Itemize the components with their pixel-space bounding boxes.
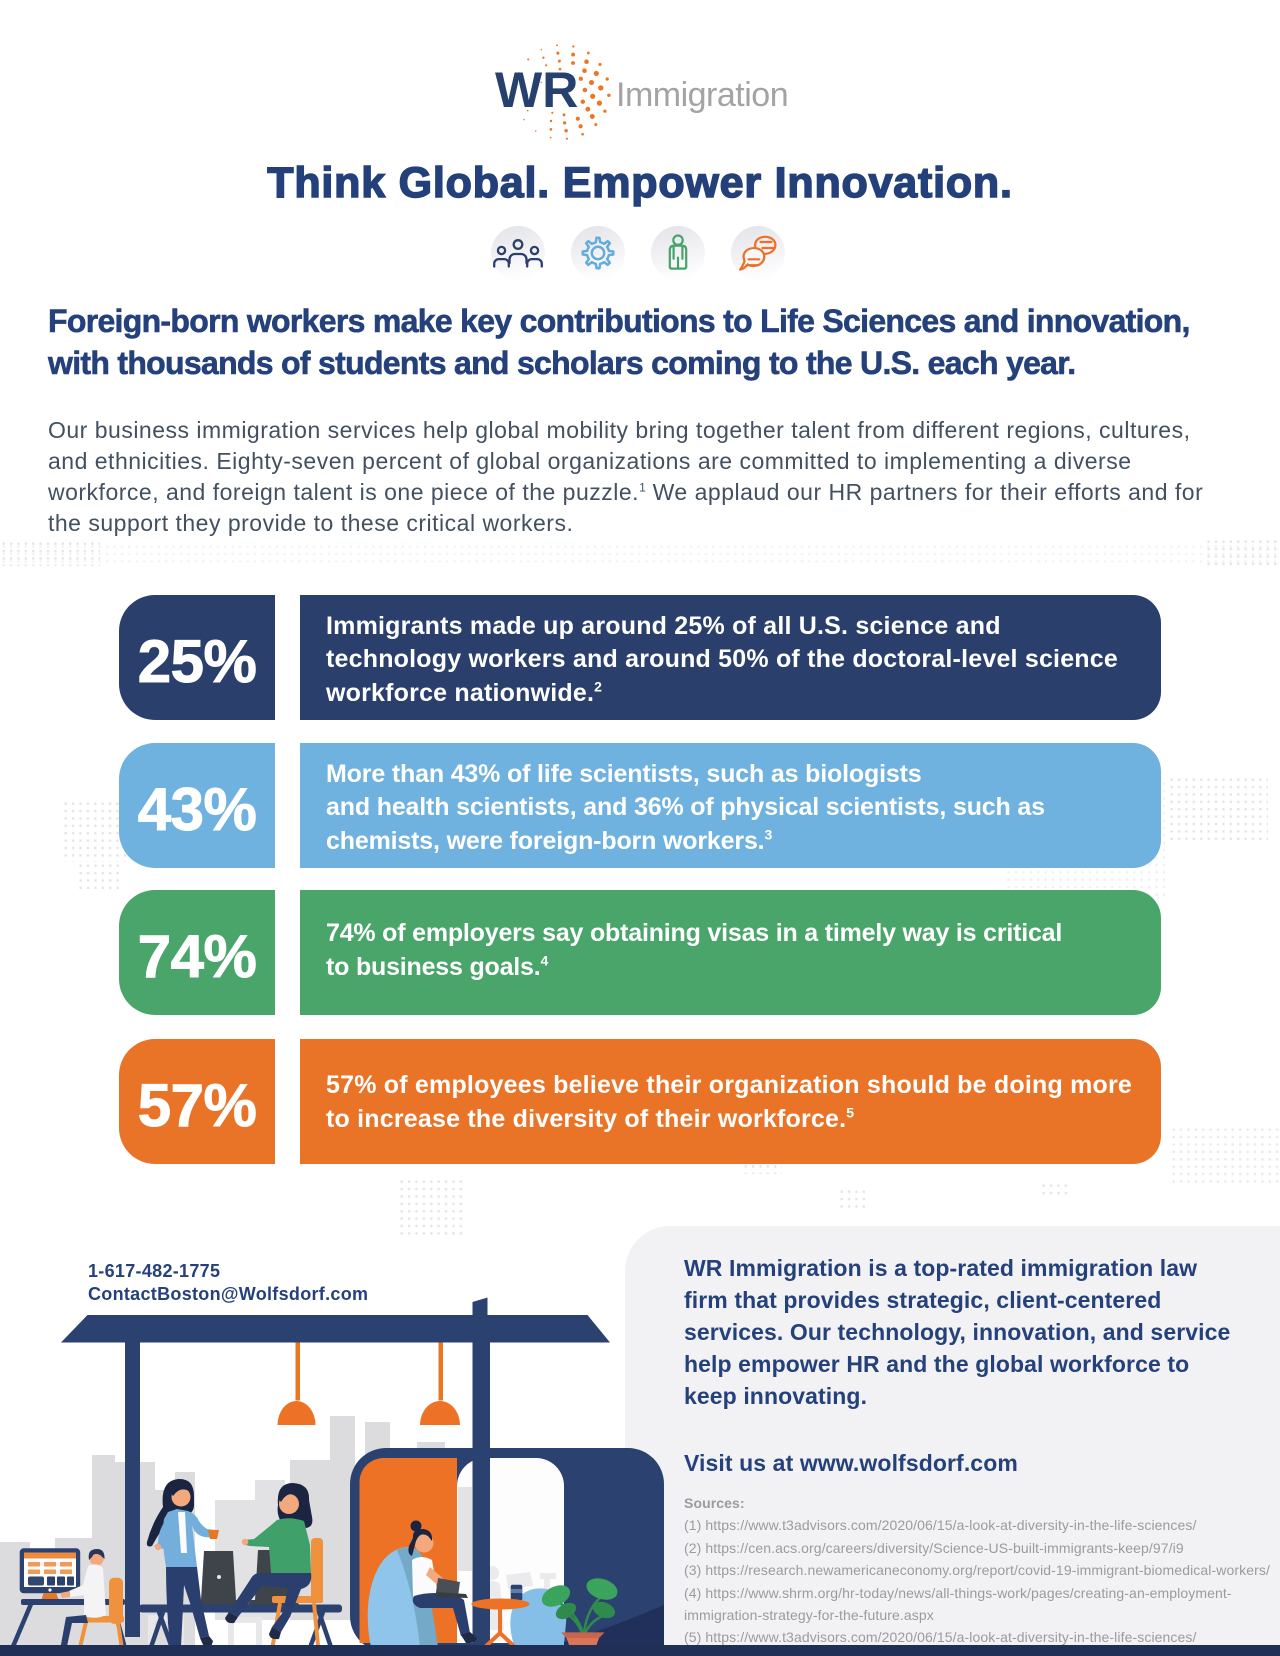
svg-text:Immigration: Immigration [616, 76, 788, 114]
svg-text:WR: WR [495, 62, 578, 118]
